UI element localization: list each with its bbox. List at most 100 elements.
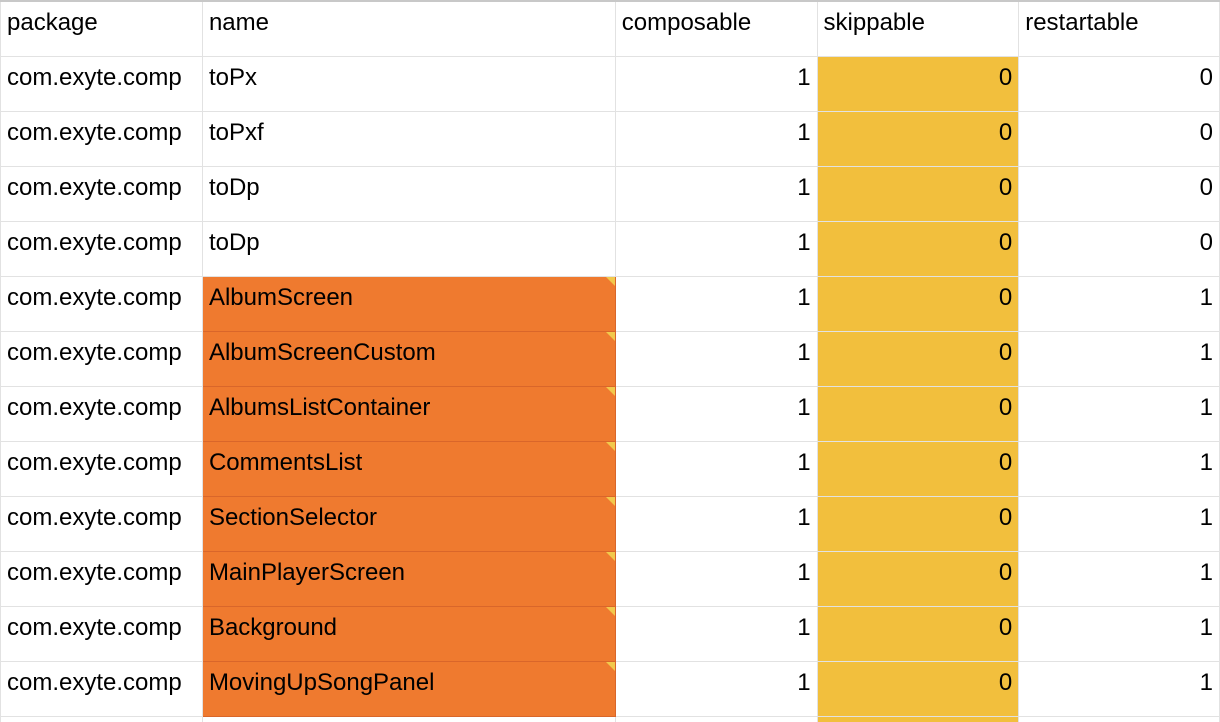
cell-skippable[interactable]: 0 [816, 111, 1020, 167]
cell-composable[interactable]: 1 [614, 221, 818, 277]
cell-composable[interactable]: 1 [614, 606, 818, 662]
table-row: com.exyte.comp CommentsList 1 0 1 [0, 441, 1220, 497]
cell-value: rememberCollapsingHeaderState [209, 718, 565, 722]
table-row: com.exyte.comp SectionSelector 1 0 1 [0, 496, 1220, 552]
cell-skippable[interactable]: 0 [816, 166, 1020, 222]
cell-skippable[interactable]: 0 [816, 606, 1020, 662]
cell-skippable[interactable]: 0 [816, 331, 1020, 387]
cell-value: toDp [208, 229, 260, 256]
cell-value: 1 [797, 718, 810, 722]
cell-restartable[interactable]: 0 [1018, 56, 1220, 112]
cell-package[interactable]: com.exyte.comp [0, 661, 203, 717]
cell-value: com.exyte.comp [7, 64, 182, 91]
cell-name[interactable]: MovingUpSongPanel [201, 661, 616, 717]
cell-name[interactable]: AlbumsListContainer [201, 386, 616, 442]
cell-composable[interactable]: 1 [614, 166, 818, 222]
cell-composable[interactable]: 1 [614, 56, 818, 112]
cell-package[interactable]: com.exyte.comp [0, 716, 203, 722]
comment-indicator-icon[interactable] [605, 387, 615, 396]
comment-indicator-icon[interactable] [605, 332, 615, 341]
cell-package[interactable]: com.exyte.comp [0, 496, 203, 552]
cell-package[interactable]: com.exyte.comp [0, 56, 203, 112]
cell-name[interactable]: toDp [201, 166, 616, 222]
cell-value: 0 [998, 504, 1013, 531]
cell-composable[interactable]: 1 [614, 386, 818, 442]
cell-skippable[interactable]: 0 [816, 56, 1020, 112]
cell-restartable[interactable]: 1 [1018, 606, 1220, 662]
cell-restartable[interactable]: 1 [1018, 551, 1220, 607]
header-row: package name composable skippable restar… [0, 0, 1220, 57]
cell-skippable[interactable]: 0 [816, 441, 1020, 497]
cell-composable[interactable]: 1 [614, 441, 818, 497]
comment-indicator-icon[interactable] [605, 442, 615, 451]
cell-restartable[interactable]: 1 [1018, 276, 1220, 332]
cell-value: 1 [797, 64, 811, 91]
header-cell-package[interactable]: package [0, 0, 203, 57]
comment-indicator-icon[interactable] [605, 277, 615, 286]
cell-package[interactable]: com.exyte.comp [0, 166, 203, 222]
cell-name[interactable]: AlbumScreenCustom [201, 331, 616, 387]
cell-name[interactable]: AlbumScreen [201, 276, 616, 332]
cell-value: AlbumScreen [208, 284, 354, 311]
cell-skippable[interactable]: 0 [816, 386, 1020, 442]
cell-package[interactable]: com.exyte.comp [0, 331, 203, 387]
cell-restartable[interactable]: 1 [1018, 331, 1220, 387]
cell-restartable[interactable]: 0 [1018, 221, 1220, 277]
cell-value: com.exyte.comp [7, 614, 182, 641]
cell-restartable[interactable]: 0 [1018, 166, 1220, 222]
cell-restartable[interactable]: 1 [1018, 441, 1220, 497]
cell-restartable[interactable]: 0 [1018, 111, 1220, 167]
cell-restartable[interactable]: 1 [1018, 661, 1220, 717]
cell-skippable[interactable]: 0 [816, 496, 1020, 552]
cell-package[interactable]: com.exyte.comp [0, 221, 203, 277]
cell-composable[interactable]: 1 [614, 716, 818, 722]
cell-name[interactable]: SectionSelector [201, 496, 616, 552]
cell-package[interactable]: com.exyte.comp [0, 551, 203, 607]
cell-value: toPxf [208, 119, 264, 146]
comment-indicator-icon[interactable] [605, 662, 615, 671]
cell-value: 1 [797, 284, 811, 311]
cell-name[interactable]: toDp [201, 221, 616, 277]
header-cell-skippable[interactable]: skippable [816, 0, 1020, 57]
cell-skippable[interactable]: 0 [816, 716, 1020, 722]
cell-name[interactable]: rememberCollapsingHeaderState [201, 716, 616, 722]
header-label: skippable [823, 9, 925, 36]
cell-skippable[interactable]: 0 [816, 551, 1020, 607]
table-row: com.exyte.comp toDp 1 0 0 [0, 221, 1220, 277]
comment-indicator-icon[interactable] [605, 552, 615, 561]
cell-value: com.exyte.comp [7, 394, 182, 421]
cell-name[interactable]: toPxf [201, 111, 616, 167]
cell-value: 1 [1199, 559, 1213, 586]
cell-restartable[interactable]: 0 [1018, 716, 1220, 722]
cell-composable[interactable]: 1 [614, 111, 818, 167]
cell-value: 1 [1199, 449, 1213, 476]
cell-name[interactable]: CommentsList [201, 441, 616, 497]
cell-composable[interactable]: 1 [614, 276, 818, 332]
cell-name[interactable]: toPx [201, 56, 616, 112]
cell-package[interactable]: com.exyte.comp [0, 276, 203, 332]
header-cell-restartable[interactable]: restartable [1018, 0, 1220, 57]
comment-indicator-icon[interactable] [605, 607, 615, 616]
cell-package[interactable]: com.exyte.comp [0, 386, 203, 442]
cell-composable[interactable]: 1 [614, 331, 818, 387]
header-cell-name[interactable]: name [201, 0, 616, 57]
cell-name[interactable]: Background [201, 606, 616, 662]
cell-restartable[interactable]: 1 [1018, 386, 1220, 442]
cell-skippable[interactable]: 0 [816, 221, 1020, 277]
cell-composable[interactable]: 1 [614, 496, 818, 552]
cell-skippable[interactable]: 0 [816, 661, 1020, 717]
comment-indicator-icon[interactable] [605, 497, 615, 506]
header-cell-composable[interactable]: composable [614, 0, 818, 57]
cell-value: 1 [797, 229, 811, 256]
cell-value: 0 [999, 718, 1012, 722]
cell-name[interactable]: MainPlayerScreen [201, 551, 616, 607]
cell-composable[interactable]: 1 [614, 551, 818, 607]
cell-package[interactable]: com.exyte.comp [0, 606, 203, 662]
cell-skippable[interactable]: 0 [816, 276, 1020, 332]
cell-value: 0 [998, 669, 1013, 696]
cell-composable[interactable]: 1 [614, 661, 818, 717]
cell-restartable[interactable]: 1 [1018, 496, 1220, 552]
cell-package[interactable]: com.exyte.comp [0, 441, 203, 497]
cell-package[interactable]: com.exyte.comp [0, 111, 203, 167]
